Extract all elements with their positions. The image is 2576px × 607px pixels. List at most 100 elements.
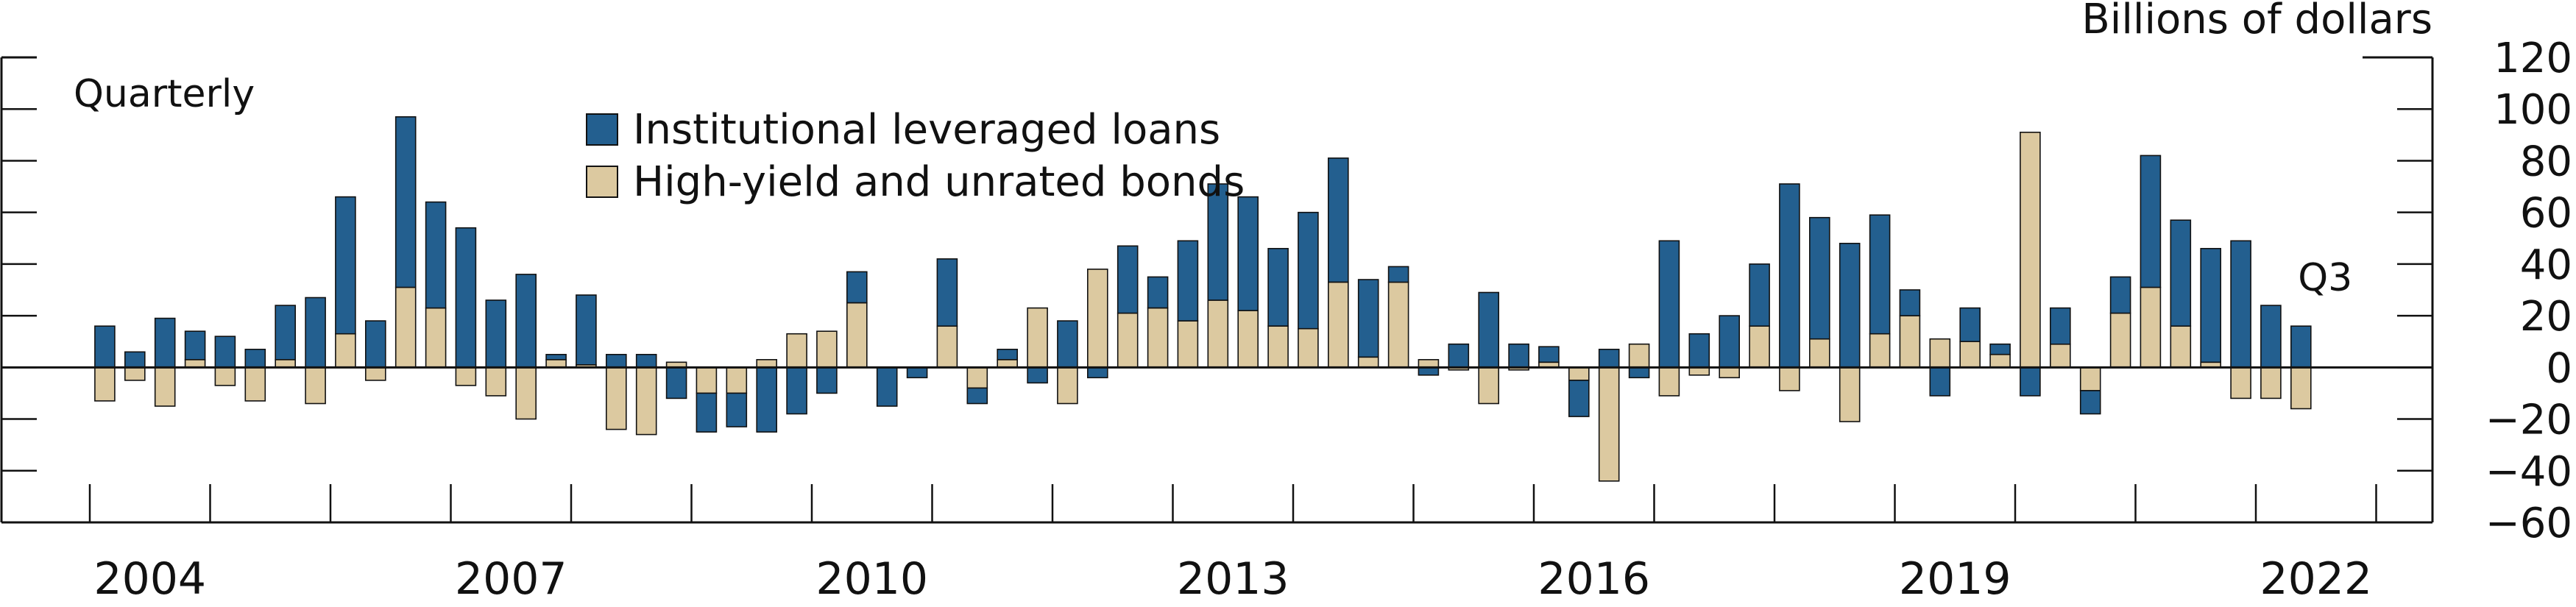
bar-loans <box>94 325 116 369</box>
bar-loans <box>696 392 718 433</box>
bar-loans <box>1508 343 1529 369</box>
bar-loans <box>1027 366 1048 384</box>
y-tick-label: −20 <box>2485 397 2572 444</box>
bar-loans <box>485 299 507 369</box>
bar-loans <box>605 353 627 369</box>
bar-loans <box>1418 366 1440 376</box>
bar-bonds <box>1989 353 2011 369</box>
y-tick-label: 80 <box>2520 138 2572 185</box>
bar-bonds <box>394 286 417 369</box>
bar-bonds <box>1779 366 1800 391</box>
y-tick-label: 0 <box>2546 344 2572 392</box>
bar-bonds <box>124 366 146 381</box>
y-tick-label: 20 <box>2520 293 2572 341</box>
bar-bonds <box>2020 132 2041 369</box>
bar-bonds <box>545 358 567 369</box>
bar-loans <box>635 353 657 369</box>
bar-bonds <box>1357 356 1379 369</box>
bar-loans <box>1839 242 1861 369</box>
bar-loans <box>1478 291 1499 369</box>
bar-bonds <box>1628 343 1650 369</box>
bar-bonds <box>2170 325 2192 369</box>
bar-loans <box>997 348 1018 361</box>
bars-layer <box>94 116 2312 482</box>
bar-bonds <box>1237 310 1259 369</box>
bar-bonds <box>846 302 868 369</box>
bar-bonds <box>1749 325 1770 369</box>
legend-label-bonds: High-yield and unrated bonds <box>633 158 1245 206</box>
bar-loans <box>1869 214 1891 335</box>
bar-loans <box>1989 343 2011 355</box>
bar-loans <box>1749 263 1770 327</box>
bar-loans <box>1207 183 1229 301</box>
bar-bonds <box>1207 299 1229 369</box>
bar-loans <box>1809 216 1830 340</box>
bar-bonds <box>756 358 777 369</box>
bar-bonds <box>1177 320 1199 369</box>
y-tick-label: 40 <box>2520 241 2572 289</box>
y-tick-label: 100 <box>2494 86 2572 134</box>
bar-loans <box>425 201 447 309</box>
x-tick-label: 2016 <box>1538 553 1650 605</box>
bar-bonds <box>305 366 326 405</box>
bar-loans <box>305 297 326 369</box>
bar-loans <box>1688 333 1710 369</box>
bar-bonds <box>244 366 266 402</box>
bar-bonds <box>696 366 718 394</box>
y-tick-label: −40 <box>2485 448 2572 496</box>
x-tick-label: 2010 <box>815 553 928 605</box>
bar-bonds <box>455 366 477 386</box>
bar-loans <box>726 392 748 427</box>
bar-loans <box>364 320 386 369</box>
bar-bonds <box>364 366 386 381</box>
bar-bonds <box>1057 366 1078 405</box>
bar-loans <box>515 274 537 369</box>
bar-loans <box>2109 276 2131 314</box>
bar-loans <box>1087 366 1108 379</box>
bar-bonds <box>726 366 748 394</box>
y-tick-label: 120 <box>2494 35 2572 82</box>
bar-bonds <box>154 366 176 407</box>
bar-bonds <box>1899 315 1921 369</box>
bar-loans <box>756 366 777 433</box>
bar-bonds <box>1418 358 1440 369</box>
bar-loans <box>1568 380 1590 417</box>
bar-loans <box>2200 247 2221 363</box>
bar-bonds <box>1959 341 1981 369</box>
y-tick-label: 60 <box>2520 190 2572 238</box>
bar-loans <box>665 366 687 400</box>
bar-bonds <box>1839 366 1861 422</box>
bar-loans <box>816 366 838 394</box>
legend-label-loans: Institutional leveraged loans <box>633 106 1220 154</box>
bar-loans <box>2290 325 2312 369</box>
bar-bonds <box>2109 312 2131 369</box>
bar-loans <box>1719 315 1740 369</box>
legend-swatch-bonds <box>586 166 618 198</box>
y-axis-label: Billions of dollars <box>2081 0 2432 43</box>
bar-bonds <box>2290 366 2312 410</box>
bar-bonds <box>2230 366 2251 400</box>
bar-bonds <box>184 358 206 369</box>
bar-loans <box>1538 346 1560 363</box>
bar-bonds <box>335 333 356 369</box>
bar-bonds <box>1087 269 1108 369</box>
bar-bonds <box>1719 366 1740 379</box>
bar-loans <box>1387 266 1409 283</box>
x-tick-label: 2022 <box>2260 553 2372 605</box>
bar-bonds <box>1117 312 1139 369</box>
bar-bonds <box>936 325 958 369</box>
bar-loans <box>1057 320 1078 369</box>
bar-loans <box>876 366 898 407</box>
bar-loans <box>1779 183 1800 369</box>
bar-loans <box>966 387 988 405</box>
bar-loans <box>2260 305 2282 369</box>
bar-loans <box>1328 157 1349 283</box>
bar-loans <box>545 353 567 361</box>
bar-loans <box>2140 155 2162 288</box>
bar-loans <box>1598 348 1620 369</box>
bar-loans <box>1628 366 1650 379</box>
bar-bonds <box>214 366 236 386</box>
legend: Institutional leveraged loans High-yield… <box>586 106 1245 206</box>
